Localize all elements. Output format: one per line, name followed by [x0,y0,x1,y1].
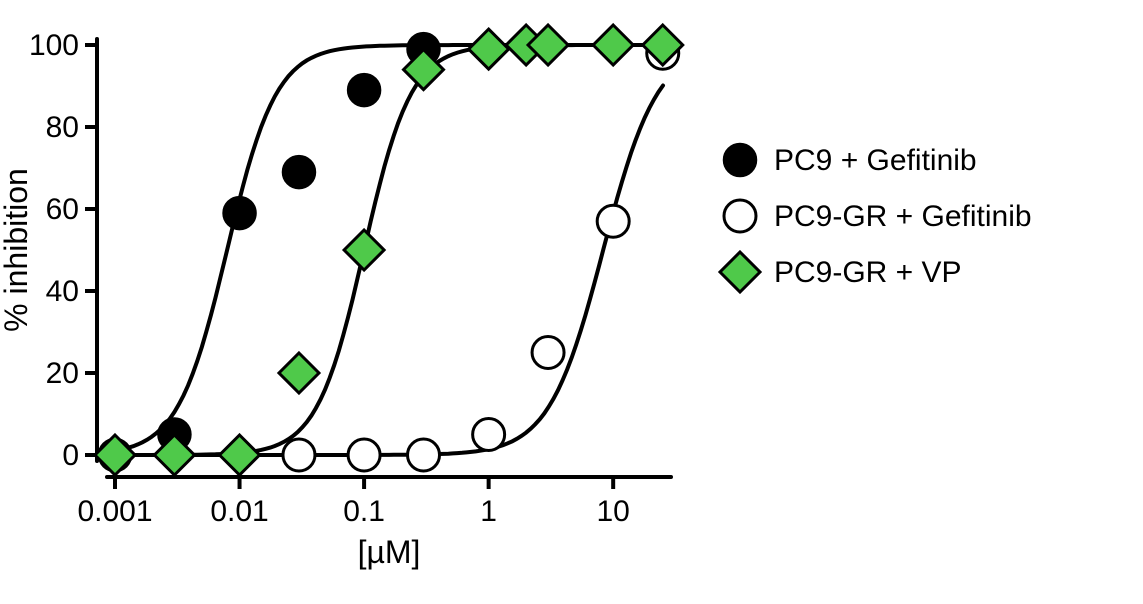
x-tick-label: 0.001 [77,495,152,528]
legend-label-pc9gr-gef: PC9-GR + Gefitinib [774,200,1032,233]
fit-curve-pc9gr-vp [115,45,663,455]
x-tick-label: 0.1 [343,495,385,528]
marker-pc9gr-vp [220,435,260,475]
marker-pc9gr-vp [469,29,509,69]
marker-pc9gr-gef [532,337,564,369]
marker-pc9-gef [348,74,380,106]
marker-pc9gr-gef [724,200,756,232]
legend-label-pc9gr-vp: PC9-GR + VP [774,256,962,289]
marker-pc9gr-gef [348,439,380,471]
marker-pc9gr-vp [279,353,319,393]
y-tick-labels: 0 20 40 60 80 100 [29,29,79,472]
fit-curve-pc9-gef [115,45,663,451]
dose-response-chart: 0.001 0.01 0.1 1 10 0 20 40 60 80 100 % inhibitio… [0,0,1143,604]
x-tick-label: 10 [596,495,629,528]
marker-pc9-gef [283,156,315,188]
y-tick-label: 0 [62,439,79,472]
marker-pc9gr-vp [720,252,760,292]
chart-svg: 0.001 0.01 0.1 1 10 0 20 40 60 80 100 % inhibitio… [0,0,1143,604]
legend-label-pc9-gef: PC9 + Gefitinib [774,144,977,177]
x-axis-label: [µM] [358,534,421,570]
x-tick-label: 0.01 [210,495,268,528]
marker-pc9gr-gef [597,205,629,237]
marker-pc9-gef [724,144,756,176]
data-markers [95,25,683,475]
y-tick-label: 60 [46,193,79,226]
y-axis-label: % inhibition [0,168,34,332]
fit-curve-pc9gr-gef [115,86,663,456]
curves [115,45,663,455]
y-tick-label: 20 [46,357,79,390]
y-tick-label: 80 [46,111,79,144]
x-tick-label: 1 [480,495,497,528]
marker-pc9gr-vp [344,230,384,270]
legend: PC9 + Gefitinib PC9-GR + Gefitinib PC9-GR … [720,144,1032,292]
marker-pc9gr-gef [473,419,505,451]
marker-pc9gr-gef [283,439,315,471]
marker-pc9gr-vp [593,25,633,65]
y-tick-label: 100 [29,29,79,62]
marker-pc9gr-gef [408,439,440,471]
x-tick-labels: 0.001 0.01 0.1 1 10 [77,495,629,528]
marker-pc9-gef [224,197,256,229]
marker-pc9gr-vp [95,435,135,475]
y-tick-label: 40 [46,275,79,308]
